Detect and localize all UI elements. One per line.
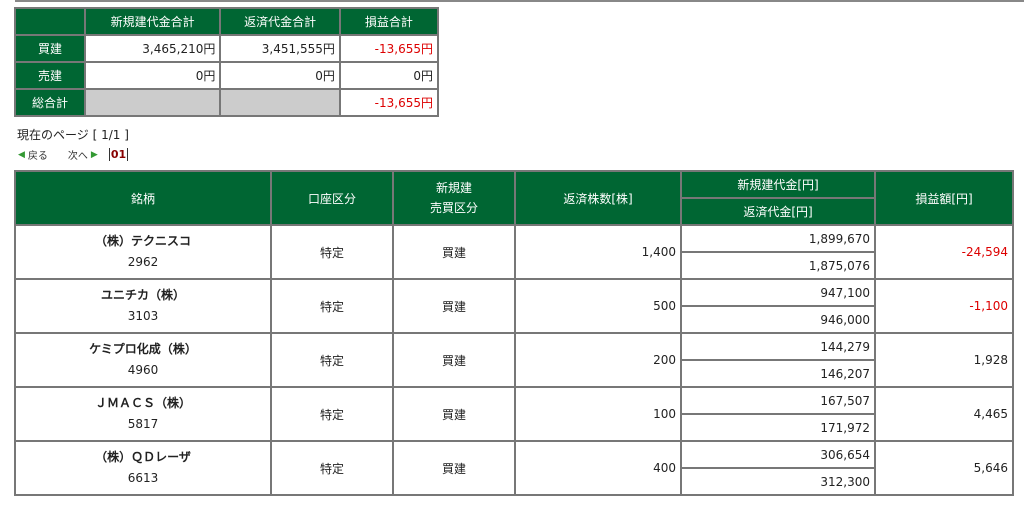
- trade-side: 買建: [394, 280, 514, 332]
- trade-side: 買建: [394, 442, 514, 494]
- close-amount: 1,875,076: [682, 253, 874, 278]
- header-pl: 損益額[円]: [876, 172, 1012, 224]
- table-header-row-2: 返済代金[円]: [16, 199, 1012, 224]
- profit-loss: 5,646: [876, 442, 1012, 494]
- positions-table: 銘柄 口座区分 新規建 売買区分 返済株数[株] 新規建代金[円] 損益額[円] …: [14, 170, 1014, 496]
- profit-loss: 4,465: [876, 388, 1012, 440]
- summary-table: 新規建代金合計 返済代金合計 損益合計 買建 3,465,210円 3,451,…: [14, 7, 439, 117]
- table-row-sub: 1,875,076: [16, 253, 1012, 278]
- next-link[interactable]: 次へ: [67, 151, 88, 162]
- stock-name[interactable]: ＪＭＡＣＳ（株）: [94, 396, 191, 410]
- top-divider: [15, 0, 1024, 2]
- close-quantity: 1,400: [516, 226, 680, 278]
- header-side-line1: 新規建: [435, 181, 472, 195]
- summary-header-row: 新規建代金合計 返済代金合計 損益合計: [16, 9, 437, 34]
- new-total: 0円: [86, 63, 220, 88]
- trade-side: 買建: [394, 334, 514, 386]
- table-row-sub: 171,972: [16, 415, 1012, 440]
- prev-link[interactable]: 戻る: [27, 151, 48, 162]
- trade-side: 買建: [394, 226, 514, 278]
- table-row-sub: 146,207: [16, 361, 1012, 386]
- header-qty: 返済株数[株]: [516, 172, 680, 224]
- close-amount: 171,972: [682, 415, 874, 440]
- summary-corner: [16, 9, 84, 34]
- new-amount: 144,279: [682, 334, 874, 359]
- empty-cell: [221, 90, 339, 115]
- close-quantity: 200: [516, 334, 680, 386]
- table-row: （株）ＱＤレーザ 6613 特定 買建 400 306,654 5,646: [16, 442, 1012, 494]
- stock-cell: ユニチカ（株） 3103: [16, 280, 270, 332]
- stock-name[interactable]: （株）テクニスコ: [94, 234, 191, 248]
- summary-row-grand-total: 総合計 -13,655円: [16, 90, 437, 115]
- close-amount: 946,000: [682, 307, 874, 332]
- stock-name[interactable]: ユニチカ（株）: [100, 288, 185, 302]
- table-row-sub: 946,000: [16, 307, 1012, 332]
- close-quantity: 500: [516, 280, 680, 332]
- summary-row-sell: 売建 0円 0円 0円: [16, 63, 437, 88]
- new-amount: 1,899,670: [682, 226, 874, 251]
- header-side: 新規建 売買区分: [394, 172, 514, 224]
- new-amount: 947,100: [682, 280, 874, 305]
- row-label: 総合計: [16, 90, 84, 115]
- pl-total: -13,655円: [340, 36, 437, 61]
- close-total: 0円: [221, 63, 339, 88]
- new-amount: 306,654: [682, 442, 874, 467]
- stock-cell: ＪＭＡＣＳ（株） 5817: [16, 388, 270, 440]
- profit-loss: -24,594: [876, 226, 1012, 278]
- stock-code: 6613: [127, 471, 159, 485]
- summary-header-pl: 損益合計: [340, 9, 437, 34]
- current-page-label: 現在のページ [ 1/1 ]: [17, 128, 129, 142]
- stock-name[interactable]: （株）ＱＤレーザ: [95, 450, 191, 464]
- summary-header-close: 返済代金合計: [221, 9, 339, 34]
- next-arrow-icon[interactable]: ▶: [90, 149, 98, 160]
- account-type: 特定: [272, 334, 392, 386]
- empty-cell: [86, 90, 220, 115]
- account-type: 特定: [272, 280, 392, 332]
- pagination: ◀ 戻る 次へ ▶ 01: [18, 147, 129, 162]
- row-label: 買建: [16, 36, 84, 61]
- trade-side: 買建: [394, 388, 514, 440]
- table-header-row: 銘柄 口座区分 新規建売買区分 返済株数[株] 新規建代金[円] 損益額[円]: [16, 172, 1012, 224]
- prev-arrow-icon[interactable]: ◀: [18, 149, 25, 160]
- new-total: 3,465,210円: [86, 36, 220, 61]
- close-total: 3,451,555円: [221, 36, 339, 61]
- stock-cell: （株）テクニスコ 2962: [16, 226, 270, 278]
- table-row-sub: 312,300: [16, 469, 1012, 494]
- table-row: ＪＭＡＣＳ（株） 5817 特定 買建 100 167,507 4,465: [16, 388, 1012, 440]
- table-row: ユニチカ（株） 3103 特定 買建 500 947,100 -1,100: [16, 280, 1012, 332]
- pl-total: -13,655円: [340, 90, 437, 115]
- row-label: 売建: [16, 63, 84, 88]
- summary-header-new: 新規建代金合計: [86, 9, 220, 34]
- header-new-amount: 新規建代金[円]: [682, 172, 874, 197]
- stock-code: 3103: [127, 309, 159, 323]
- header-side-line2: 売買区分: [429, 201, 478, 215]
- stock-code: 2962: [127, 255, 159, 269]
- stock-code: 5817: [127, 417, 159, 431]
- profit-loss: 1,928: [876, 334, 1012, 386]
- pl-total: 0円: [340, 63, 437, 88]
- close-amount: 146,207: [682, 361, 874, 386]
- summary-row-buy: 買建 3,465,210円 3,451,555円 -13,655円: [16, 36, 437, 61]
- stock-code: 4960: [127, 363, 159, 377]
- header-account: 口座区分: [272, 172, 392, 224]
- profit-loss: -1,100: [876, 280, 1012, 332]
- close-quantity: 100: [516, 388, 680, 440]
- account-type: 特定: [272, 388, 392, 440]
- close-quantity: 400: [516, 442, 680, 494]
- header-name: 銘柄: [16, 172, 270, 224]
- page-link-01[interactable]: 01: [108, 148, 129, 161]
- stock-cell: （株）ＱＤレーザ 6613: [16, 442, 270, 494]
- stock-cell: ケミプロ化成（株） 4960: [16, 334, 270, 386]
- close-amount: 312,300: [682, 469, 874, 494]
- header-close-amount: 返済代金[円]: [682, 199, 874, 224]
- stock-name[interactable]: ケミプロ化成（株）: [89, 342, 197, 356]
- account-type: 特定: [272, 226, 392, 278]
- account-type: 特定: [272, 442, 392, 494]
- new-amount: 167,507: [682, 388, 874, 413]
- table-row: （株）テクニスコ 2962 特定 買建 1,400 1,899,670 -24,5…: [16, 226, 1012, 278]
- table-row: ケミプロ化成（株） 4960 特定 買建 200 144,279 1,928: [16, 334, 1012, 386]
